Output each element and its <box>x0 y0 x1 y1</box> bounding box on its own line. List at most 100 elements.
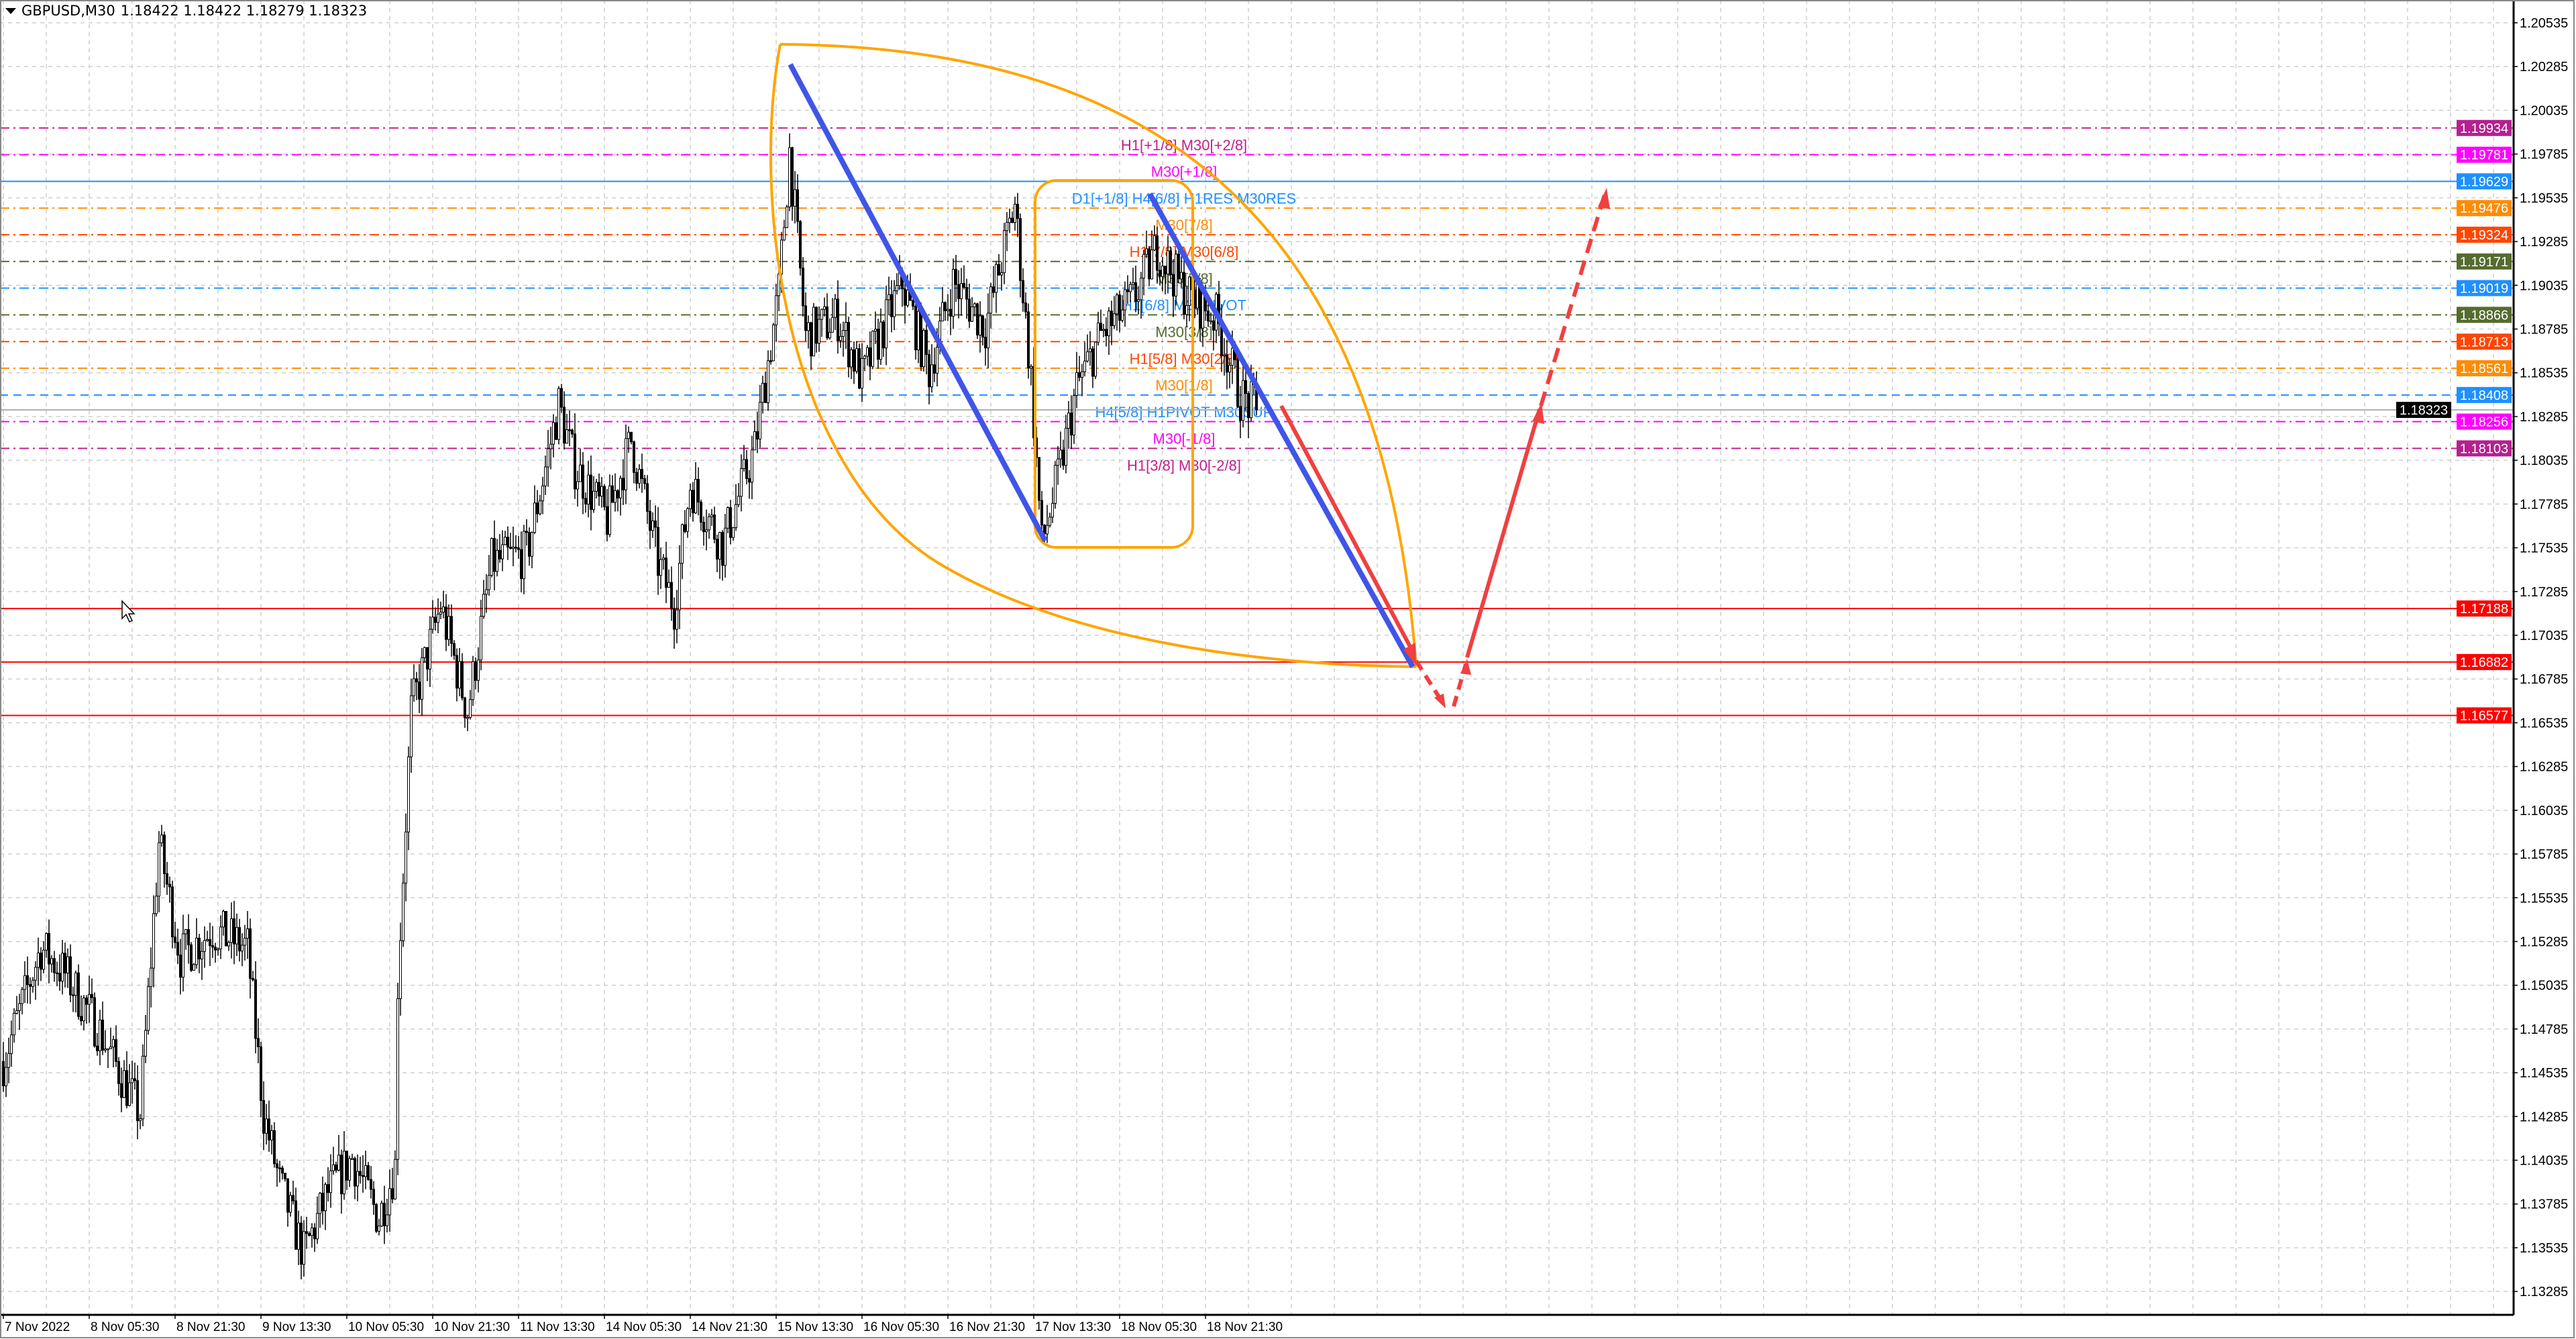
time-tick-label: 9 Nov 13:30 <box>262 1320 331 1334</box>
candle-body <box>606 506 608 535</box>
red-forecast-arrows[interactable] <box>1279 194 1607 707</box>
candle-body <box>1159 270 1161 277</box>
candle-body <box>625 438 627 490</box>
drawings[interactable] <box>769 43 1610 708</box>
price-tick-label: 1.20535 <box>2520 16 2568 31</box>
candle-body <box>48 932 50 965</box>
candle-body <box>407 756 410 833</box>
time-tick-label: 14 Nov 05:30 <box>606 1320 682 1334</box>
candle-body <box>74 972 77 996</box>
candle-body <box>729 507 732 538</box>
price-tick-label: 1.14035 <box>2520 1154 2568 1169</box>
candle-body <box>493 538 496 572</box>
candle-body <box>968 299 971 322</box>
price-tag-label: 1.16577 <box>2460 708 2508 723</box>
candle-body <box>238 927 241 952</box>
candle-body <box>627 431 630 439</box>
candle-body <box>1118 294 1121 321</box>
arrowhead-icon <box>1598 188 1610 209</box>
candle-body <box>321 1193 324 1212</box>
candle-body <box>477 659 480 681</box>
candle-body <box>960 283 963 299</box>
candle-body <box>654 520 657 528</box>
arrowhead-icon <box>1403 643 1416 665</box>
candle-body <box>311 1227 313 1236</box>
candle-body <box>474 661 477 681</box>
price-tag-label: 1.18713 <box>2460 335 2508 350</box>
candle-body <box>399 940 402 1000</box>
candle-body <box>23 975 26 990</box>
candle-body <box>246 928 249 939</box>
price-tag-label: 1.19781 <box>2460 148 2508 163</box>
candle-body <box>445 606 447 640</box>
blue-trendline-1[interactable] <box>788 63 1048 542</box>
candle-body <box>1156 235 1159 271</box>
dropdown-triangle-icon[interactable] <box>5 7 16 14</box>
candle-body <box>469 699 472 718</box>
candle-body <box>871 331 874 367</box>
forecast-down-arrow[interactable] <box>1279 405 1416 655</box>
candle-body <box>861 358 863 389</box>
candle-body <box>1164 266 1167 274</box>
candle-body <box>1239 406 1242 421</box>
candle-body <box>107 1048 109 1051</box>
candle-body <box>359 1171 362 1176</box>
blue-trendline-2[interactable] <box>1147 193 1415 668</box>
candle-body <box>472 661 474 700</box>
candle-body <box>582 464 584 499</box>
price-tick-label: 1.16035 <box>2520 804 2568 818</box>
grid <box>0 0 2514 1315</box>
price-tag <box>2457 333 2512 350</box>
candle-body <box>335 1164 337 1171</box>
price-tag-label: 1.16882 <box>2460 655 2508 670</box>
price-tick-label: 1.14785 <box>2520 1022 2568 1037</box>
candle-body <box>568 429 571 431</box>
price-tag <box>2457 200 2512 217</box>
price-tag <box>2457 280 2512 297</box>
candle-body <box>1124 289 1126 311</box>
candle-body <box>117 1061 120 1084</box>
candle-body <box>262 1100 265 1134</box>
orange-rounded-rect[interactable] <box>1034 179 1194 549</box>
candle-body <box>517 547 520 550</box>
candles <box>2 133 1258 1280</box>
candle-body <box>869 347 871 367</box>
candle-body <box>831 317 834 333</box>
candle-body <box>1006 222 1008 231</box>
candle-body <box>131 1078 133 1083</box>
candle-body <box>595 482 598 492</box>
candle-body <box>160 835 163 843</box>
price-tick-label: 1.16785 <box>2520 672 2568 687</box>
price-tick-label: 1.20285 <box>2520 60 2568 74</box>
candle-body <box>461 661 464 698</box>
candle-body <box>99 1020 101 1051</box>
candle-body <box>705 529 708 533</box>
candle-body <box>260 1046 262 1101</box>
candle-body <box>799 221 802 269</box>
candle-body <box>15 1010 18 1014</box>
level-label: D1[+1/8] H4[6/8] H1RES M30RES <box>1072 190 1296 207</box>
candle-body <box>442 606 445 612</box>
candle-body <box>724 527 727 566</box>
candle-body <box>270 1130 273 1140</box>
forecast-up-dashed-2[interactable] <box>1539 194 1607 407</box>
forecast-up-arrow[interactable] <box>1465 409 1542 658</box>
candle-body <box>955 268 957 285</box>
candle-body <box>45 932 48 951</box>
candle-body <box>85 998 88 1005</box>
candle-body <box>523 531 525 580</box>
candle-body <box>464 697 466 718</box>
candle-body <box>1030 366 1032 369</box>
candle-body <box>252 977 254 980</box>
orange-curve-shape[interactable] <box>769 43 1417 668</box>
price-tag <box>2457 253 2512 270</box>
candle-body <box>552 422 555 445</box>
candle-body <box>313 1227 316 1240</box>
candle-body <box>364 1165 367 1177</box>
candle-body <box>418 681 421 700</box>
candle-body <box>125 1070 128 1106</box>
candle-body <box>673 608 676 630</box>
candle-body <box>826 306 828 339</box>
candle-body <box>600 486 603 497</box>
